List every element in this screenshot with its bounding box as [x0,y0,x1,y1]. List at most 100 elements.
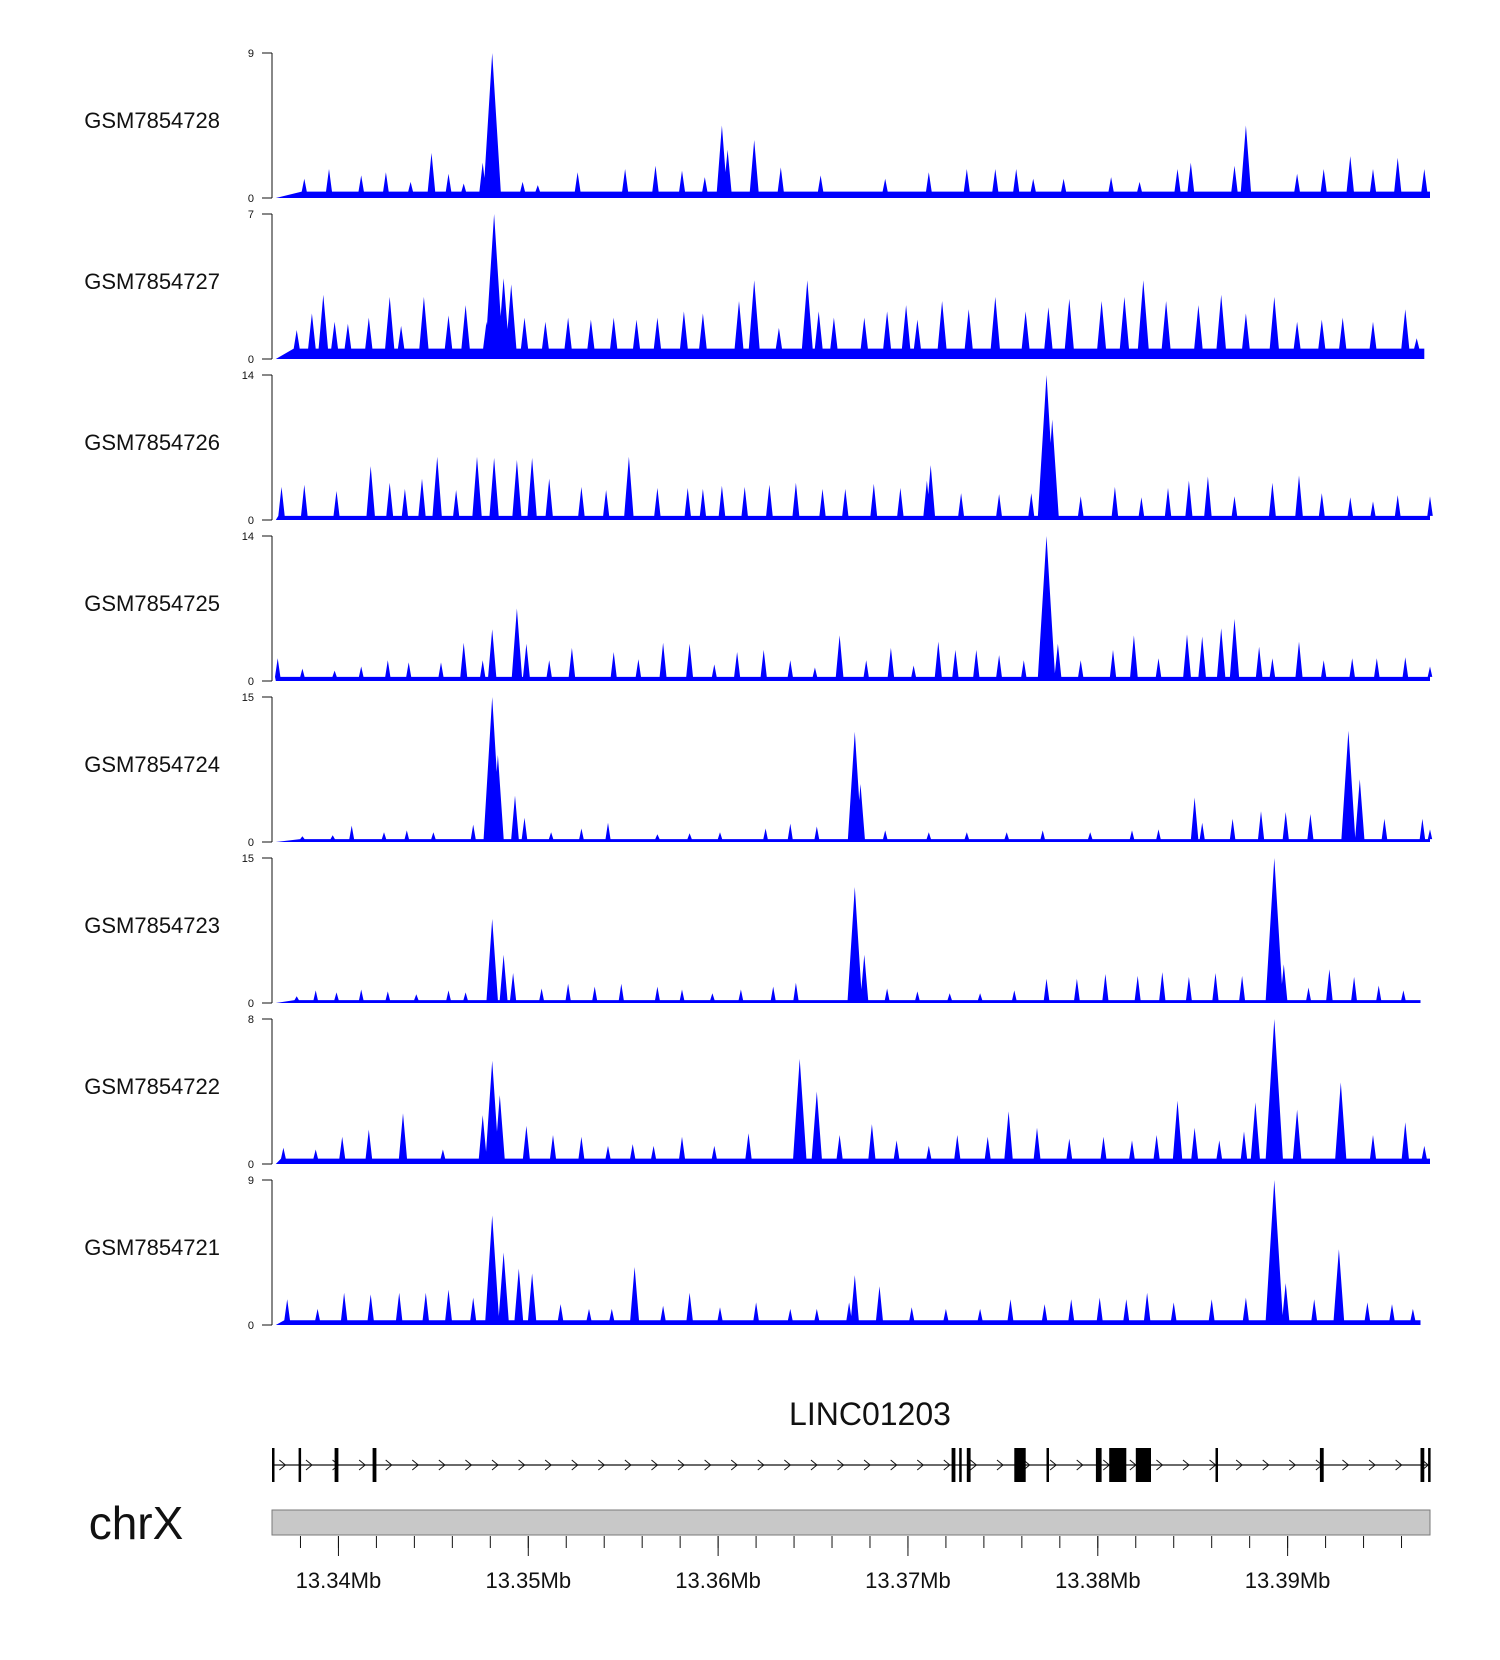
exon-block [272,1448,275,1482]
y-max-label: 14 [242,531,254,543]
track-label: GSM7854721 [84,1235,220,1260]
exon-block [1319,1448,1324,1482]
track-GSM7854728: GSM7854728 9 0 [84,48,1430,205]
y-max-label: 14 [242,370,254,382]
strand-arrow [624,1459,632,1471]
y-max-label: 15 [242,692,254,704]
y-max-label: 15 [242,853,254,865]
track-label: GSM7854724 [84,752,220,777]
x-tick-label: 13.39Mb [1245,1568,1331,1593]
y-max-label: 8 [248,1014,254,1026]
strand-arrow [1395,1459,1403,1471]
track-GSM7854726: GSM7854726 14 0 [84,370,1433,527]
track-label: GSM7854725 [84,591,220,616]
strand-arrow [305,1459,313,1471]
x-tick-label: 13.36Mb [675,1568,761,1593]
strand-arrow [438,1459,446,1471]
strand-arrow [890,1459,898,1471]
signal-tracks: GSM785472890GSM785472770GSM7854726140GSM… [84,48,1433,1332]
track-GSM7854724: GSM7854724 15 0 [84,692,1433,849]
coverage-area [275,53,1430,198]
exon-block [966,1448,971,1482]
track-label: GSM7854727 [84,269,220,294]
y-max-label: 9 [248,1175,254,1187]
exon-block [959,1448,962,1482]
strand-arrow [730,1459,738,1471]
strand-arrow [411,1459,420,1471]
track-GSM7854725: GSM7854725 14 0 [84,531,1433,688]
track-label: GSM7854728 [84,108,220,133]
strand-arrow [385,1459,393,1471]
coverage-area [275,1019,1430,1164]
strand-arrow [465,1459,473,1471]
y-max-label: 9 [248,48,254,60]
strand-arrow [544,1459,552,1471]
y-zero-label: 0 [248,193,254,205]
strand-arrow [863,1459,871,1471]
strand-arrow [358,1459,366,1471]
exon-block [372,1448,377,1482]
gene-name-label: LINC01203 [789,1396,951,1432]
exon-block [1109,1448,1127,1482]
coverage-area [275,697,1433,842]
exon-block [1014,1448,1026,1482]
strand-arrow [518,1459,526,1471]
strand-arrow [1262,1459,1270,1471]
strand-arrow [332,1459,340,1471]
x-tick-label: 13.37Mb [865,1568,951,1593]
track-GSM7854727: GSM7854727 7 0 [84,209,1425,366]
exon-block [298,1448,302,1482]
track-GSM7854722: GSM7854722 8 0 [84,1014,1430,1171]
strand-arrow [1342,1459,1350,1471]
strand-arrow [1049,1459,1057,1471]
coverage-area [275,536,1433,681]
strand-arrow [597,1459,606,1471]
exon-block [1135,1448,1151,1482]
exon-block [1215,1448,1218,1482]
track-label: GSM7854722 [84,1074,220,1099]
strand-arrow [757,1459,765,1471]
y-zero-label: 0 [248,676,254,688]
exon-block [1095,1448,1102,1482]
strand-arrow [943,1459,951,1471]
exon-block [951,1448,956,1482]
strand-arrow [1182,1459,1190,1471]
strand-arrow [916,1459,925,1471]
gene-model [272,1448,1431,1482]
y-zero-label: 0 [248,1320,254,1332]
strand-arrow [491,1459,499,1471]
coverage-area [275,858,1421,1003]
strand-arrow [651,1459,659,1471]
coverage-area [275,214,1425,359]
strand-arrow [677,1459,685,1471]
strand-arrow [784,1459,792,1471]
chromosome-label: chrX [89,1497,184,1549]
exon-block [1420,1448,1425,1482]
y-zero-label: 0 [248,515,254,527]
strand-arrow [1156,1459,1164,1471]
strand-arrow [1288,1459,1297,1471]
y-zero-label: 0 [248,1159,254,1171]
x-tick-label: 13.38Mb [1055,1568,1141,1593]
strand-arrow [1076,1459,1084,1471]
genomic-axis: 13.34Mb 13.35Mb 13.36Mb 13.37Mb 13.38Mb 13.39… [296,1536,1403,1593]
exon-block [1428,1448,1431,1482]
y-zero-label: 0 [248,354,254,366]
strand-arrow [1368,1459,1376,1471]
exon-block [334,1448,339,1482]
strand-arrow [837,1459,845,1471]
strand-arrow [810,1459,818,1471]
exon-block [1046,1448,1049,1482]
y-zero-label: 0 [248,837,254,849]
y-zero-label: 0 [248,998,254,1010]
strand-arrow [996,1459,1004,1471]
strand-arrow [704,1459,712,1471]
y-max-label: 7 [248,209,254,221]
x-tick-label: 13.34Mb [296,1568,382,1593]
chromosome-ideogram-bar [271,1509,1431,1536]
track-label: GSM7854726 [84,430,220,455]
coverage-area [275,1180,1421,1325]
track-label: GSM7854723 [84,913,220,938]
strand-arrow [970,1459,978,1471]
